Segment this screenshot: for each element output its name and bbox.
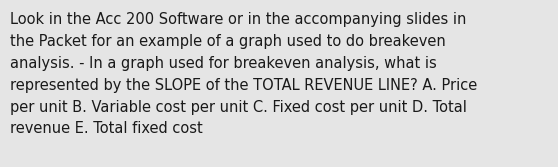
Text: Look in the Acc 200 Software or in the accompanying slides in
the Packet for an : Look in the Acc 200 Software or in the a…: [10, 12, 477, 136]
